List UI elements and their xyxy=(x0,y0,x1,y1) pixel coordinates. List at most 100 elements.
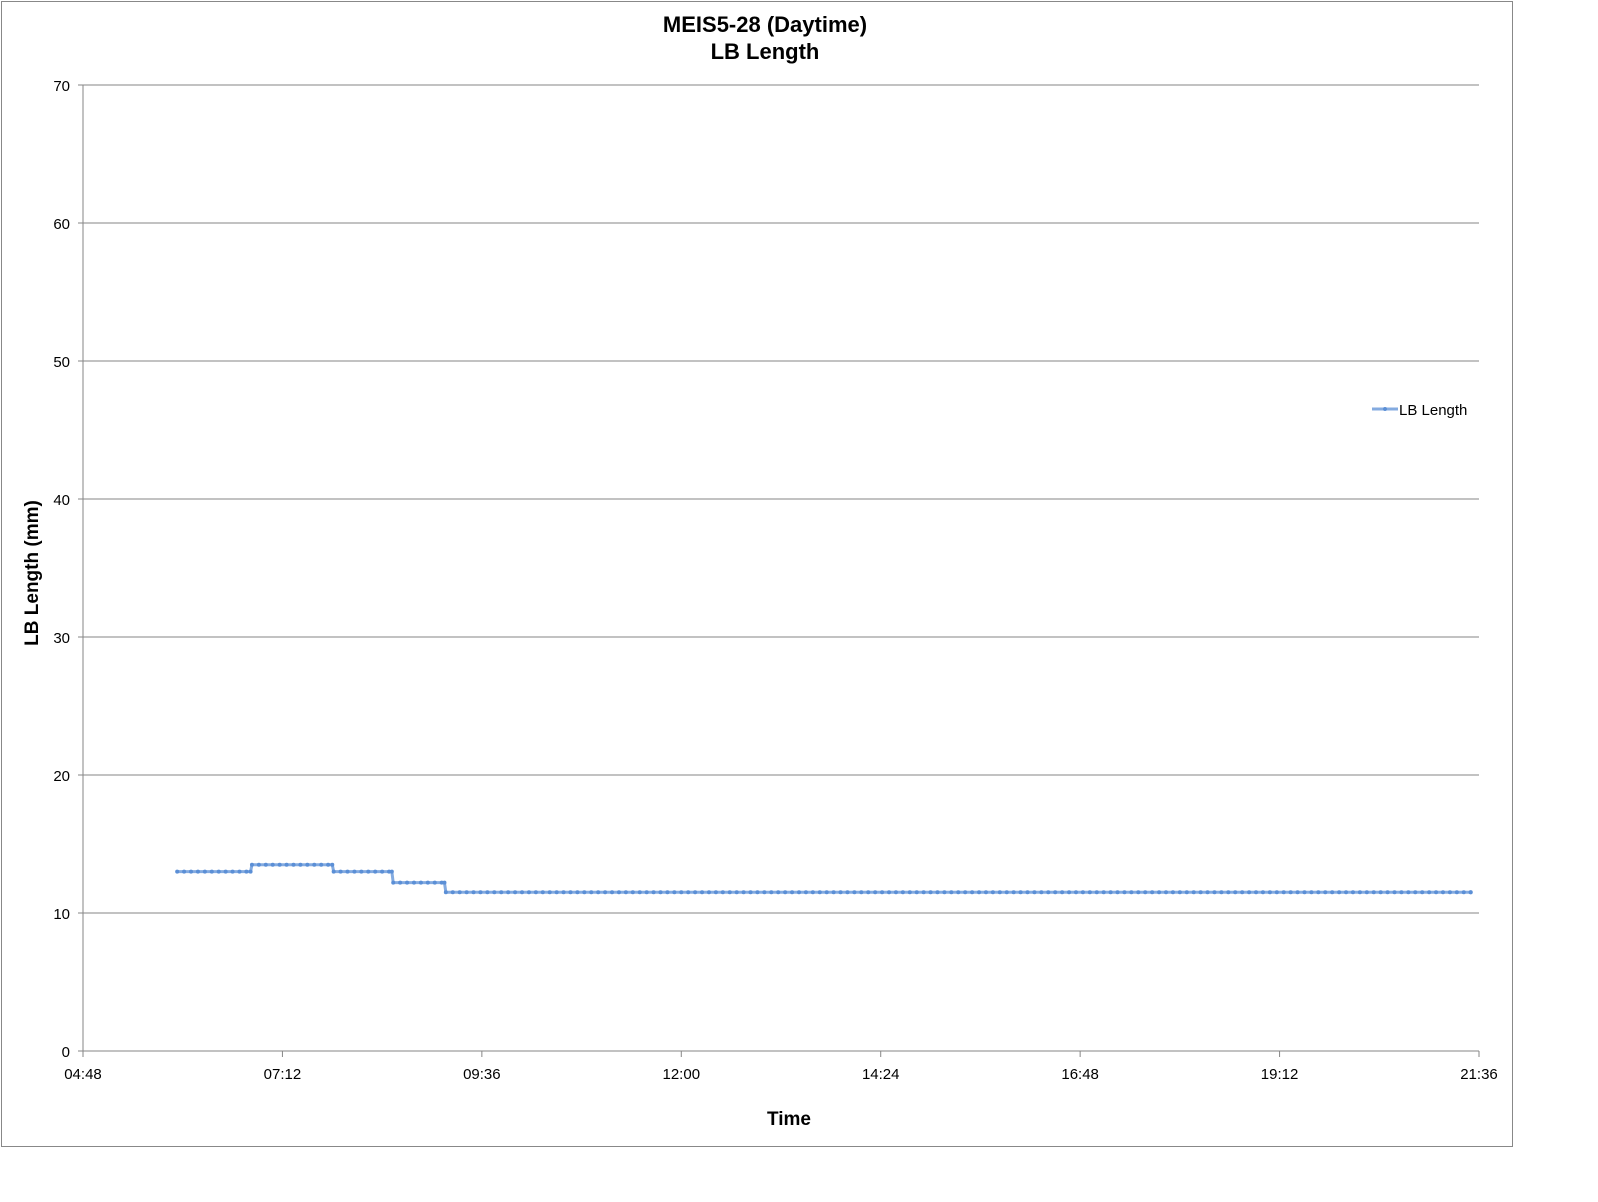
data-point xyxy=(1337,890,1342,895)
data-point xyxy=(305,862,310,867)
data-point xyxy=(1136,890,1141,895)
data-point xyxy=(797,890,802,895)
chart-subtitle: LB Length xyxy=(710,39,820,64)
data-point xyxy=(1281,890,1286,895)
data-point xyxy=(817,890,822,895)
chart-title: MEIS5-28 (Daytime) xyxy=(662,12,868,37)
data-point xyxy=(1150,890,1155,895)
data-point xyxy=(935,890,940,895)
data-point xyxy=(1295,890,1300,895)
data-point xyxy=(1101,890,1106,895)
data-point xyxy=(1392,890,1397,895)
data-point xyxy=(838,890,843,895)
data-point xyxy=(1316,890,1321,895)
data-point xyxy=(956,890,961,895)
legend-marker xyxy=(1383,407,1387,411)
data-point xyxy=(1053,890,1058,895)
data-point xyxy=(1371,890,1376,895)
data-point xyxy=(616,890,621,895)
data-point xyxy=(790,890,795,895)
data-point xyxy=(963,890,968,895)
chart-frame xyxy=(1,1,1513,1147)
x-tick-label: 19:12 xyxy=(1261,1066,1299,1083)
data-point xyxy=(859,890,864,895)
x-tick-label: 04:48 xyxy=(64,1066,102,1083)
data-point xyxy=(1323,890,1328,895)
y-tick-label: 50 xyxy=(53,354,70,371)
data-point xyxy=(997,890,1002,895)
data-point xyxy=(893,890,898,895)
data-point xyxy=(547,890,552,895)
data-point xyxy=(249,862,254,867)
data-point xyxy=(762,890,767,895)
data-point xyxy=(637,890,642,895)
data-point xyxy=(1427,890,1432,895)
data-point xyxy=(263,862,268,867)
data-point xyxy=(1046,890,1051,895)
x-axis-label: Time xyxy=(767,1109,811,1130)
data-point xyxy=(439,880,444,885)
data-point xyxy=(1399,890,1404,895)
data-point xyxy=(658,890,663,895)
data-point xyxy=(352,869,357,874)
data-point xyxy=(873,890,878,895)
y-axis-label: LB Length (mm) xyxy=(22,500,43,646)
data-point xyxy=(1468,890,1473,895)
data-point xyxy=(554,890,559,895)
data-point xyxy=(471,890,476,895)
data-point xyxy=(499,890,504,895)
data-point xyxy=(223,869,228,874)
data-point xyxy=(189,869,194,874)
data-point xyxy=(1330,890,1335,895)
data-point xyxy=(914,890,919,895)
data-point xyxy=(1073,890,1078,895)
data-point xyxy=(644,890,649,895)
data-point xyxy=(1122,890,1127,895)
data-point xyxy=(700,890,705,895)
data-point xyxy=(1115,890,1120,895)
x-tick-label: 12:00 xyxy=(663,1066,701,1083)
data-point xyxy=(418,880,423,885)
data-point xyxy=(603,890,608,895)
data-point xyxy=(741,890,746,895)
y-tick-label: 30 xyxy=(53,630,70,647)
data-point xyxy=(713,890,718,895)
data-point xyxy=(1011,890,1016,895)
data-point xyxy=(405,880,410,885)
data-point xyxy=(1018,890,1023,895)
data-point xyxy=(610,890,615,895)
data-point xyxy=(443,890,448,895)
data-point xyxy=(866,890,871,895)
data-point xyxy=(1177,890,1182,895)
data-point xyxy=(1108,890,1113,895)
data-point xyxy=(665,890,670,895)
data-point xyxy=(425,880,430,885)
data-point xyxy=(990,890,995,895)
data-point xyxy=(506,890,511,895)
data-point xyxy=(1461,890,1466,895)
data-point xyxy=(248,869,253,874)
data-point xyxy=(734,890,739,895)
x-tick-label: 14:24 xyxy=(862,1066,900,1083)
data-point xyxy=(776,890,781,895)
data-point xyxy=(589,890,594,895)
data-point xyxy=(1288,890,1293,895)
data-point xyxy=(1184,890,1189,895)
data-point xyxy=(977,890,982,895)
data-point xyxy=(359,869,364,874)
data-point xyxy=(1143,890,1148,895)
data-point xyxy=(1157,890,1162,895)
y-tick-label: 70 xyxy=(53,78,70,95)
y-tick-label: 20 xyxy=(53,768,70,785)
data-point xyxy=(330,862,335,867)
data-point xyxy=(887,890,892,895)
x-tick-label: 09:36 xyxy=(463,1066,501,1083)
data-point xyxy=(651,890,656,895)
data-point xyxy=(686,890,691,895)
data-point xyxy=(630,890,635,895)
data-point xyxy=(464,890,469,895)
data-point xyxy=(720,890,725,895)
data-point xyxy=(270,862,275,867)
data-point xyxy=(1164,890,1169,895)
